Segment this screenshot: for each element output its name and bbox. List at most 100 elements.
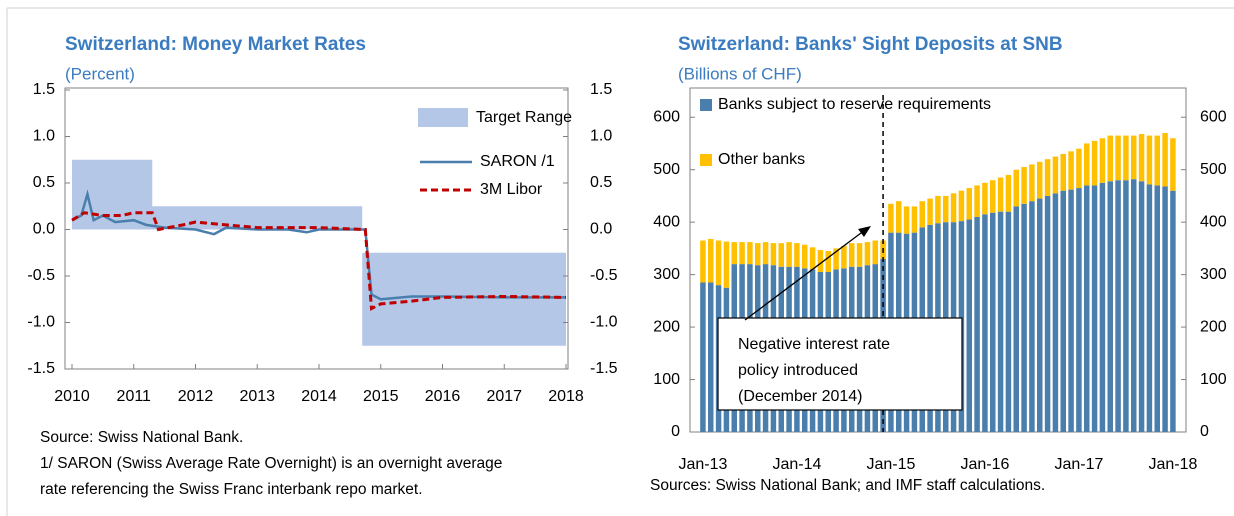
source-note: Sources: Swiss National Bank; and IMF st… — [650, 477, 1045, 494]
chart-title: Switzerland: Banks' Sight Deposits at SN… — [678, 34, 1063, 55]
x-tick-label: Jan-16 — [960, 456, 1009, 473]
bar — [1170, 138, 1176, 191]
bar — [731, 242, 737, 265]
bar — [1076, 148, 1082, 189]
bar — [841, 245, 847, 269]
x-tick-label: 2018 — [548, 388, 584, 405]
bar — [809, 247, 816, 270]
bar — [1123, 135, 1129, 181]
x-tick-label: 2016 — [425, 388, 461, 405]
legend-swatch — [700, 99, 712, 111]
x-tick-label: 2013 — [239, 388, 275, 405]
bar — [1037, 161, 1043, 199]
bar — [1068, 151, 1074, 190]
bar — [903, 206, 910, 234]
annotation-arrow — [744, 229, 866, 321]
bar — [1146, 184, 1153, 432]
legend-swatch — [700, 154, 712, 166]
bar — [1060, 153, 1066, 191]
bar — [825, 251, 831, 272]
legend-label: Target Range — [476, 109, 572, 126]
annotation-text: (December 2014) — [738, 388, 863, 405]
bar — [1005, 211, 1012, 432]
bar — [974, 216, 980, 432]
bar — [1162, 132, 1168, 187]
x-tick-label: Jan-13 — [678, 456, 727, 473]
y-tick-label: 100 — [653, 371, 680, 388]
bar — [802, 244, 808, 269]
y2-tick-label: 400 — [1200, 213, 1227, 230]
bar — [974, 185, 980, 217]
source-note: 1/ SARON (Swiss Average Rate Overnight) … — [40, 455, 502, 472]
bar — [935, 195, 941, 224]
y-tick-label: 0 — [671, 423, 680, 440]
legend-label: SARON /1 — [480, 153, 555, 170]
bar — [1107, 135, 1113, 182]
bar — [1099, 182, 1106, 432]
y-tick-label: 0.0 — [33, 221, 55, 238]
series-line — [71, 189, 566, 301]
x-tick-label: Jan-15 — [866, 456, 915, 473]
bar — [1005, 174, 1012, 212]
bar — [1084, 143, 1090, 186]
x-tick-label: 2011 — [117, 388, 152, 405]
bar — [864, 242, 871, 266]
x-tick-label: 2012 — [178, 388, 214, 405]
y-tick-label: 300 — [653, 266, 680, 283]
y2-tick-label: 0.0 — [590, 221, 612, 238]
bar — [1013, 206, 1019, 432]
chart-subtitle: (Percent) — [65, 64, 135, 83]
bar — [1115, 180, 1121, 432]
bar — [888, 203, 894, 233]
bar — [708, 282, 714, 432]
bar — [990, 212, 996, 432]
x-tick-label: 2014 — [301, 388, 337, 405]
bar — [833, 248, 839, 270]
y2-tick-label: 300 — [1200, 266, 1227, 283]
bar — [966, 188, 972, 220]
x-tick-label: 2010 — [54, 388, 90, 405]
annotation-text: Negative interest rate — [738, 336, 890, 353]
bar — [982, 214, 988, 432]
y-tick-label: 1.5 — [33, 81, 55, 98]
bar — [1013, 169, 1019, 207]
y2-tick-label: 200 — [1200, 318, 1227, 335]
y2-tick-label: 1.5 — [590, 81, 612, 98]
bar — [1131, 179, 1137, 432]
bar — [786, 242, 792, 267]
bar — [950, 193, 957, 223]
bar — [1123, 180, 1129, 432]
bar — [1170, 190, 1176, 432]
series-line — [71, 211, 567, 311]
bar — [927, 198, 933, 225]
y-tick-label: -0.5 — [27, 267, 55, 284]
target-range — [72, 159, 566, 346]
bar — [911, 206, 918, 233]
y2-tick-label: -0.5 — [590, 267, 618, 284]
bar — [1060, 190, 1066, 432]
y2-tick-label: -1.5 — [590, 360, 618, 377]
bar — [1107, 181, 1113, 432]
bar — [958, 190, 965, 222]
bar — [715, 240, 722, 286]
bar — [747, 242, 753, 265]
y2-tick-label: 0.5 — [590, 174, 612, 191]
bar — [966, 219, 972, 432]
y2-tick-label: 0 — [1200, 423, 1209, 440]
annotation-text: policy introduced — [738, 362, 858, 379]
bar — [817, 249, 824, 272]
bar — [1037, 198, 1043, 432]
y-tick-label: 0.5 — [33, 174, 55, 191]
bar — [1044, 195, 1051, 432]
bar — [1099, 138, 1106, 183]
bar — [1138, 134, 1145, 182]
bar — [770, 243, 777, 266]
y-tick-label: -1.0 — [27, 314, 55, 331]
y-tick-label: 600 — [653, 108, 680, 125]
legend-label: 3M Libor — [480, 181, 543, 198]
bar — [997, 211, 1004, 432]
bar — [1021, 203, 1027, 432]
bar — [1029, 164, 1035, 202]
annotation-box — [717, 317, 963, 411]
bar — [1084, 185, 1090, 432]
